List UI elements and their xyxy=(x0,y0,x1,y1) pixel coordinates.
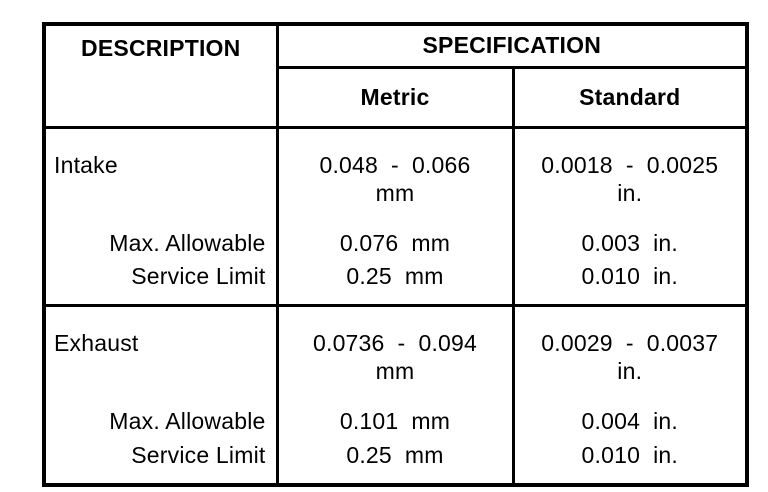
header-row-top: DESCRIPTION SPECIFICATION xyxy=(44,24,748,127)
exhaust-service-limit-standard-value: 0.010 in. xyxy=(581,441,678,468)
row-label-intake-max-allowable: Max. Allowable xyxy=(44,223,279,263)
intake-service-limit-standard-value: 0.010 in. xyxy=(581,263,678,289)
exhaust-metric-range: 0.0736 - 0.094 xyxy=(312,330,478,356)
exhaust-max-allowable-metric-value: 0.101 mm xyxy=(277,401,515,442)
intake-metric-range: 0.048 - 0.066 xyxy=(319,151,471,178)
section-exhaust: Exhaust 0.0736 - 0.094 mm 0.0029 - 0.003… xyxy=(44,305,748,485)
row-label-exhaust: Exhaust xyxy=(44,305,279,402)
row-label-intake: Intake xyxy=(44,127,279,223)
table-row: Service Limit 0.25 mm 0.010 in. xyxy=(44,441,747,485)
intake-standard-unit: in. xyxy=(617,179,643,206)
row-label-exhaust-service-limit: Service Limit xyxy=(44,441,279,485)
exhaust-standard-range: 0.0029 - 0.0037 xyxy=(541,330,719,356)
exhaust-metric-unit: mm xyxy=(375,358,415,384)
exhaust-standard-unit: in. xyxy=(617,358,643,384)
table-row: Service Limit 0.25 mm 0.010 in. xyxy=(44,263,747,306)
header-row-sub: Metric Standard xyxy=(44,67,747,127)
col-header-description: DESCRIPTION xyxy=(44,24,279,127)
exhaust-standard-cell: 0.0029 - 0.0037 in. xyxy=(513,306,747,402)
intake-metric-cell: 0.048 - 0.066 mm xyxy=(277,127,515,223)
exhaust-metric-cell: 0.0736 - 0.094 mm xyxy=(277,305,515,402)
table-header: DESCRIPTION SPECIFICATION Metric Standar… xyxy=(44,24,748,127)
table-row: Max. Allowable 0.076 mm 0.003 in. xyxy=(44,223,747,263)
intake-max-allowable-metric-value: 0.076 mm xyxy=(277,223,515,263)
specification-table: DESCRIPTION SPECIFICATION Metric Standar… xyxy=(42,22,750,487)
col-header-specification: SPECIFICATION xyxy=(277,24,748,69)
row-label-exhaust-max-allowable: Max. Allowable xyxy=(44,401,279,442)
section-intake: Intake 0.048 - 0.066 mm 0.0018 - 0.0025 … xyxy=(44,127,748,306)
table-row: Intake 0.048 - 0.066 mm 0.0018 - 0.0025 … xyxy=(44,127,747,223)
col-header-standard: Standard xyxy=(579,83,681,110)
exhaust-service-limit-metric-value: 0.25 mm xyxy=(277,441,515,485)
intake-metric-unit: mm xyxy=(375,179,415,206)
intake-standard-cell: 0.0018 - 0.0025 in. xyxy=(513,127,747,223)
table-row: Exhaust 0.0736 - 0.094 mm 0.0029 - 0.003… xyxy=(44,305,747,402)
intake-service-limit-metric-value: 0.25 mm xyxy=(277,263,515,306)
intake-standard-range: 0.0018 - 0.0025 xyxy=(541,151,719,178)
col-header-metric: Metric xyxy=(277,67,515,127)
row-label-intake-service-limit: Service Limit xyxy=(44,263,279,306)
intake-max-allowable-standard-value: 0.003 in. xyxy=(581,229,678,256)
exhaust-max-allowable-standard-value: 0.004 in. xyxy=(581,408,678,434)
table-row: Max. Allowable 0.101 mm 0.004 in. xyxy=(44,401,747,442)
